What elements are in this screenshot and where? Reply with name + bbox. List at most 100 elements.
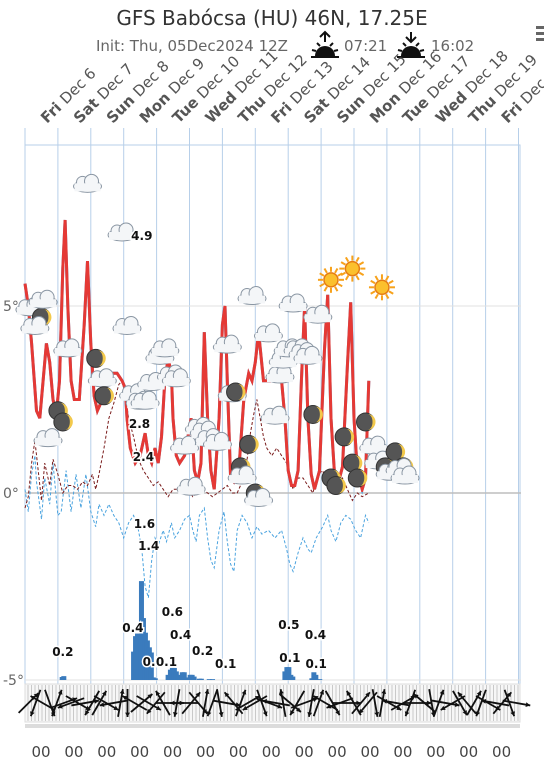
hour-label: 00 <box>295 743 314 761</box>
wind-arrow <box>256 689 268 717</box>
precip-bar <box>206 679 212 680</box>
moon-icon <box>356 412 376 432</box>
wind-arrow <box>332 700 361 706</box>
cloud-icon <box>33 428 63 448</box>
dewpoint-line <box>24 455 370 598</box>
hour-label: 00 <box>328 743 347 761</box>
hour-label: 00 <box>229 743 248 761</box>
precip-value-label: 1.6 <box>134 517 155 531</box>
wind-arrow <box>312 695 339 711</box>
sunrise-icon <box>311 30 339 58</box>
sunset-icon <box>397 32 425 58</box>
wind-arrow <box>378 689 387 717</box>
cloud-icon <box>212 334 242 354</box>
cloud-icon <box>170 435 200 455</box>
moon-icon <box>303 404 323 424</box>
more-menu-icon[interactable] <box>534 22 544 42</box>
wind-arrow <box>125 689 130 717</box>
cloud-icon <box>227 465 257 485</box>
wind-arrow <box>71 698 100 707</box>
cloud-icon <box>293 345 323 365</box>
wind-arrow <box>255 697 283 709</box>
cloud-icon <box>202 431 232 451</box>
precip-bar <box>290 676 296 680</box>
wind-arrow <box>481 698 510 707</box>
cloud-icon <box>161 368 191 388</box>
precip-value-label: 4.9 <box>131 229 152 243</box>
moon-icon <box>326 476 346 496</box>
moon-icon <box>334 427 355 447</box>
wind-arrow <box>431 699 460 708</box>
wind-arrow <box>278 693 302 713</box>
sun-icon <box>317 266 344 293</box>
moon-icon <box>347 468 368 488</box>
wind-arrow <box>433 689 445 717</box>
wind-arrow <box>413 693 436 713</box>
precip-bar <box>152 678 158 680</box>
wind-arrow <box>235 689 247 717</box>
wind-arrow <box>216 689 224 717</box>
wind-arrow <box>91 690 108 716</box>
wind-arrow <box>130 693 153 713</box>
wind-arrow <box>29 689 42 717</box>
sunrise-time: 07:21 <box>344 37 388 55</box>
precip-bar <box>317 679 323 680</box>
precip-bar <box>148 652 154 680</box>
y-axis-labels: 5° 0° -5° <box>3 299 24 689</box>
wind-arrow <box>146 691 166 715</box>
y-tick-label: -5° <box>3 673 24 689</box>
hour-label: 00 <box>196 743 215 761</box>
precip-value-label: 0.1 <box>306 657 327 671</box>
hour-label: 00 <box>64 743 83 761</box>
wind-arrow <box>492 691 513 715</box>
wind-arrow <box>371 689 380 717</box>
precip-value-label: 0.1 <box>279 651 300 665</box>
wind-arrow <box>84 690 100 716</box>
wind-arrow <box>289 690 306 716</box>
precip-bar <box>198 678 204 680</box>
cloud-icon <box>265 364 295 384</box>
wind-arrow <box>503 689 516 717</box>
wind-arrow <box>457 691 477 715</box>
wind-arrow <box>223 691 244 715</box>
wind-arrow <box>93 695 119 711</box>
precip-value-label: 0.1 <box>215 657 236 671</box>
moon-icon <box>226 382 246 402</box>
precip-value-label: 2.8 <box>129 417 150 431</box>
wind-arrow <box>170 700 199 706</box>
wind-arrow <box>502 699 531 708</box>
weather-icons <box>15 173 420 507</box>
secondary-dashed-line <box>24 379 370 509</box>
wind-arrow <box>181 691 201 715</box>
wind-arrow <box>466 690 482 716</box>
precip-value-label: 0.1 <box>143 655 164 669</box>
hour-label: 00 <box>130 743 149 761</box>
precip-bar <box>191 676 197 680</box>
precip-value-label: 0.4 <box>122 621 143 635</box>
precip-value-label: 0.4 <box>170 628 191 642</box>
wind-arrow <box>351 691 371 715</box>
cloud-icon <box>53 338 83 358</box>
chart-title: GFS Babócsa (HU) 46N, 17.25E <box>116 6 428 30</box>
wind-arrow <box>117 689 125 717</box>
wind-arrow <box>122 695 148 711</box>
cloud-icon <box>73 173 103 193</box>
wind-arrow <box>324 690 341 716</box>
hour-label: 00 <box>393 743 412 761</box>
cloud-icon <box>87 368 117 388</box>
precip-value-label: 1.4 <box>138 539 159 553</box>
cloud-icon <box>303 304 333 324</box>
moon-icon <box>94 386 114 406</box>
hour-label: 00 <box>262 743 281 761</box>
wind-arrow <box>206 689 219 717</box>
cloud-icon <box>253 323 283 343</box>
cloud-icon <box>107 222 137 242</box>
y-tick-label: 5° <box>3 299 19 315</box>
cloud-icon <box>237 286 267 306</box>
precip-bar <box>286 667 292 680</box>
moon-icon <box>385 442 406 462</box>
wind-arrow <box>99 699 128 708</box>
precip-bars <box>59 581 323 680</box>
wind-arrow <box>262 698 290 707</box>
